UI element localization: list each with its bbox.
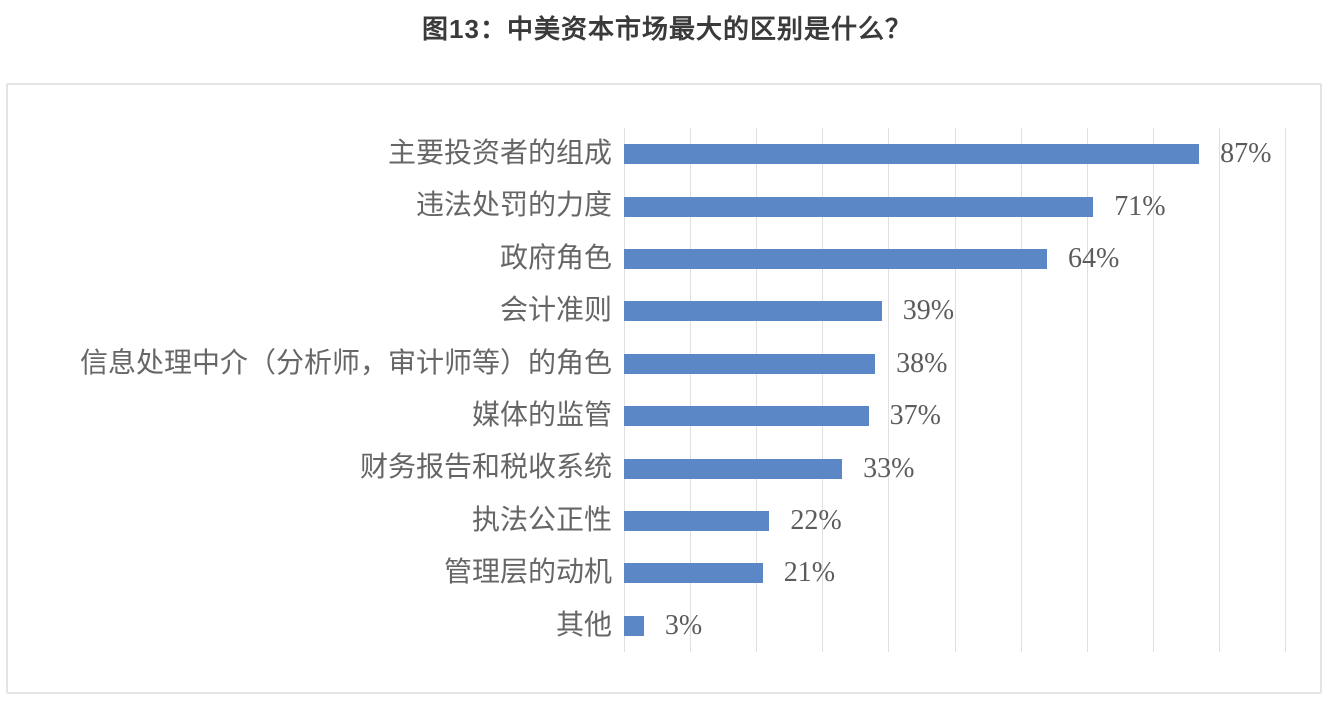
category-label: 会计准则 (499, 295, 612, 327)
bar-row: 39% (624, 285, 1285, 337)
bars-container: 87% 71% 64% 39% 38% 37% 33% 22% 21% 3% (624, 128, 1285, 652)
category-label: 管理层的动机 (443, 557, 612, 589)
gridline (1020, 128, 1022, 652)
value-label: 33% (863, 452, 915, 484)
bar (624, 406, 869, 427)
category-label: 执法公正性 (471, 504, 612, 536)
gridline (888, 128, 890, 652)
bar-row: 64% (624, 233, 1285, 285)
value-label: 64% (1068, 242, 1120, 274)
value-label: 3% (664, 609, 703, 641)
plot-area: 87% 71% 64% 39% 38% 37% 33% 22% 21% 3% (624, 128, 1286, 652)
category-label: 主要投资者的组成 (387, 138, 612, 169)
bar (624, 353, 876, 374)
value-label: 39% (902, 295, 955, 327)
bar (624, 615, 644, 636)
gridline (756, 128, 758, 652)
bar-row: 71% (624, 180, 1285, 232)
bar-row: 3% (624, 600, 1285, 652)
gridline (822, 128, 824, 652)
bar (624, 458, 843, 479)
bar (624, 196, 1094, 217)
gridline (624, 128, 625, 652)
gridline (954, 128, 956, 652)
bar (624, 510, 770, 531)
bar-row: 87% (624, 128, 1285, 180)
value-label: 87% (1220, 138, 1272, 170)
bar-row: 33% (624, 442, 1285, 494)
gridline (1218, 128, 1220, 652)
category-labels: 主要投资者的组成违法处罚的力度政府角色会计准则信息处理中介（分析师，审计师等）的… (8, 128, 612, 652)
value-label: 22% (790, 504, 842, 536)
category-label: 媒体的监管 (471, 399, 612, 431)
value-label: 71% (1114, 190, 1166, 222)
category-label: 信息处理中介（分析师，审计师等）的角色 (79, 347, 612, 379)
category-label: 政府角色 (499, 242, 612, 274)
bar-row: 38% (624, 338, 1285, 390)
category-label: 其他 (555, 609, 612, 641)
value-label: 37% (889, 400, 941, 432)
gridline (1086, 128, 1088, 652)
bar-row: 37% (624, 390, 1285, 442)
value-label: 21% (783, 557, 836, 589)
gridline (1285, 128, 1286, 652)
chart-frame: 主要投资者的组成违法处罚的力度政府角色会计准则信息处理中介（分析师，审计师等）的… (6, 83, 1322, 694)
category-label: 违法处罚的力度 (415, 190, 612, 222)
gridline (1152, 128, 1154, 652)
category-label: 财务报告和税收系统 (359, 452, 612, 484)
bar (624, 248, 1048, 269)
bar-row: 22% (624, 495, 1285, 547)
bar (624, 301, 882, 322)
gridline (690, 128, 692, 652)
bar (624, 563, 763, 584)
gridlines (624, 128, 1286, 652)
chart-title: 图13：中美资本市场最大的区别是什么？ (422, 14, 912, 44)
value-label: 38% (896, 347, 948, 379)
bar (624, 144, 1200, 165)
bar-row: 21% (624, 547, 1285, 599)
